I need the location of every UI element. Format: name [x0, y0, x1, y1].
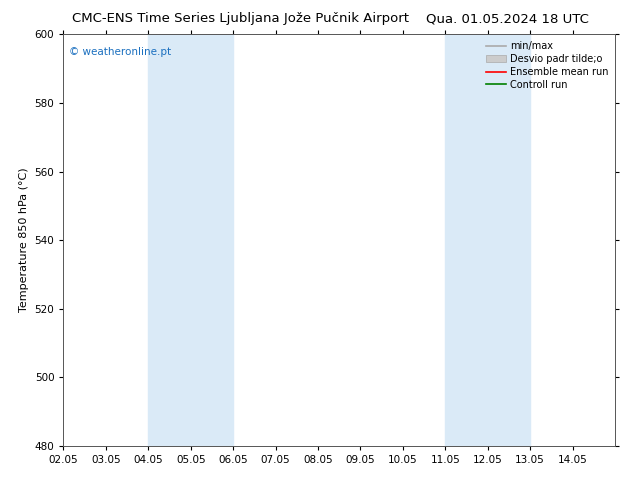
Text: Qua. 01.05.2024 18 UTC: Qua. 01.05.2024 18 UTC: [426, 12, 588, 25]
Y-axis label: Temperature 850 hPa (°C): Temperature 850 hPa (°C): [19, 168, 29, 313]
Bar: [445, 34, 530, 446]
Legend: min/max, Desvio padr tilde;o, Ensemble mean run, Controll run: min/max, Desvio padr tilde;o, Ensemble m…: [482, 37, 612, 94]
Text: CMC-ENS Time Series Ljubljana Jože Pučnik Airport: CMC-ENS Time Series Ljubljana Jože Pučni…: [72, 12, 410, 25]
Bar: [148, 34, 233, 446]
Text: © weatheronline.pt: © weatheronline.pt: [69, 47, 171, 57]
